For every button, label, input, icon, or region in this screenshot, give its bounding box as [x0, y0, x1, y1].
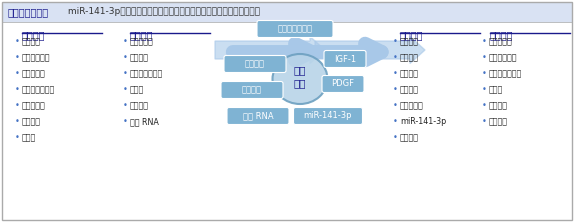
- Text: 研究起点: 研究起点: [22, 30, 45, 40]
- FancyBboxPatch shape: [224, 56, 286, 73]
- Text: PDGF: PDGF: [332, 79, 355, 89]
- Text: •: •: [393, 133, 398, 142]
- Text: •: •: [393, 37, 398, 46]
- Text: 炎症因子: 炎症因子: [22, 117, 41, 126]
- Text: 髓核细胞: 髓核细胞: [130, 53, 149, 62]
- FancyBboxPatch shape: [324, 50, 366, 67]
- Text: 椎间盘突出症: 椎间盘突出症: [489, 53, 518, 62]
- Text: •: •: [123, 101, 128, 110]
- Text: 椎间盘退变: 椎间盘退变: [130, 37, 154, 46]
- Text: 下肢痛: 下肢痛: [130, 85, 144, 94]
- Text: •: •: [15, 69, 20, 78]
- Text: •: •: [482, 69, 487, 78]
- Text: 治疗靶点: 治疗靶点: [489, 117, 508, 126]
- FancyBboxPatch shape: [257, 20, 333, 38]
- FancyBboxPatch shape: [227, 107, 289, 125]
- Text: 白细胞介素: 白细胞介素: [22, 101, 46, 110]
- Text: 髓核细胞: 髓核细胞: [400, 37, 419, 46]
- Text: •: •: [123, 117, 128, 126]
- Text: miR-141-3p可改善腰椎间盘突出症大鼠下肢疼痛及抑制背根神经节炎症: miR-141-3p可改善腰椎间盘突出症大鼠下肢疼痛及抑制背根神经节炎症: [65, 8, 260, 16]
- Text: 关注
热点: 关注 热点: [294, 65, 307, 89]
- Text: 研究去脉: 研究去脉: [490, 30, 514, 40]
- Text: 蛋白表达: 蛋白表达: [400, 53, 419, 62]
- Text: •: •: [393, 69, 398, 78]
- Text: 文章快速阅读：: 文章快速阅读：: [8, 7, 49, 17]
- Text: 炎症因子: 炎症因子: [400, 133, 419, 142]
- Text: 细胞凋: 细胞凋: [22, 133, 36, 142]
- Text: 腰椎间盘突出症: 腰椎间盘突出症: [130, 69, 163, 78]
- Text: •: •: [482, 117, 487, 126]
- Text: •: •: [482, 85, 487, 94]
- Text: •: •: [15, 117, 20, 126]
- Text: •: •: [123, 69, 128, 78]
- Text: •: •: [393, 101, 398, 110]
- Text: 腰椎间盘突出症: 腰椎间盘突出症: [277, 24, 312, 34]
- Text: 椎间盘移位: 椎间盘移位: [489, 37, 513, 46]
- Text: •: •: [15, 133, 20, 142]
- Text: •: •: [393, 117, 398, 126]
- Text: •: •: [393, 53, 398, 62]
- Text: •: •: [15, 101, 20, 110]
- Text: 研究来源: 研究来源: [130, 30, 153, 40]
- Text: 下肢痛: 下肢痛: [489, 85, 503, 94]
- FancyArrow shape: [315, 36, 425, 63]
- Text: •: •: [393, 85, 398, 94]
- Text: 微小 RNA: 微小 RNA: [243, 111, 273, 121]
- Text: 微小 RNA: 微小 RNA: [130, 117, 159, 126]
- Text: IGF-1: IGF-1: [334, 54, 356, 63]
- Text: •: •: [15, 53, 20, 62]
- Text: •: •: [123, 85, 128, 94]
- Text: •: •: [482, 101, 487, 110]
- Text: 髓核细胞: 髓核细胞: [22, 37, 41, 46]
- Text: 动物模型: 动物模型: [489, 101, 508, 110]
- Text: 白细胞介素: 白细胞介素: [400, 101, 424, 110]
- Text: 腰椎间盘突出症: 腰椎间盘突出症: [22, 85, 55, 94]
- Text: 生长因子: 生长因子: [130, 101, 149, 110]
- Text: •: •: [482, 37, 487, 46]
- Text: •: •: [123, 37, 128, 46]
- FancyBboxPatch shape: [221, 81, 283, 99]
- Text: 背根神经节炎症: 背根神经节炎症: [489, 69, 522, 78]
- Text: 椎间盘突出症: 椎间盘突出症: [22, 53, 51, 62]
- Text: miR-141-3p: miR-141-3p: [304, 111, 352, 121]
- Text: 椎间盘移位: 椎间盘移位: [22, 69, 46, 78]
- Text: 动物模型: 动物模型: [400, 69, 419, 78]
- Bar: [2, 2, 572, 22]
- Text: •: •: [482, 53, 487, 62]
- Text: 研究分支: 研究分支: [400, 30, 424, 40]
- Text: 生长因子: 生长因子: [400, 85, 419, 94]
- FancyArrow shape: [215, 36, 325, 63]
- Ellipse shape: [273, 54, 328, 104]
- Text: 髓核细胞: 髓核细胞: [245, 59, 265, 69]
- FancyBboxPatch shape: [322, 75, 364, 93]
- Text: •: •: [15, 85, 20, 94]
- Text: miR-141-3p: miR-141-3p: [400, 117, 446, 126]
- FancyBboxPatch shape: [293, 107, 363, 125]
- Text: •: •: [15, 37, 20, 46]
- Text: 生长因子: 生长因子: [242, 85, 262, 95]
- Text: •: •: [123, 53, 128, 62]
